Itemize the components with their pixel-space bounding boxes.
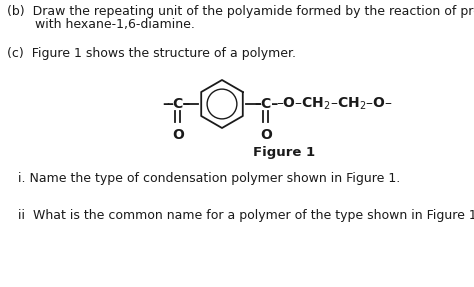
Text: O: O <box>260 128 272 142</box>
Text: i. Name the type of condensation polymer shown in Figure 1.: i. Name the type of condensation polymer… <box>18 172 400 185</box>
Text: Figure 1: Figure 1 <box>253 146 315 159</box>
Text: –: – <box>163 97 170 111</box>
Text: –O–CH$_2$–CH$_2$–O–: –O–CH$_2$–CH$_2$–O– <box>276 96 392 112</box>
Text: O: O <box>172 128 184 142</box>
Text: ii  What is the common name for a polymer of the type shown in Figure 1.: ii What is the common name for a polymer… <box>18 209 474 222</box>
Text: with hexane-1,6-diamine.: with hexane-1,6-diamine. <box>7 18 195 31</box>
Text: –C–: –C– <box>254 97 278 111</box>
Text: –C–: –C– <box>166 97 190 111</box>
Text: (b)  Draw the repeating unit of the polyamide formed by the reaction of propaned: (b) Draw the repeating unit of the polya… <box>7 5 474 18</box>
Text: (c)  Figure 1 shows the structure of a polymer.: (c) Figure 1 shows the structure of a po… <box>7 47 296 60</box>
